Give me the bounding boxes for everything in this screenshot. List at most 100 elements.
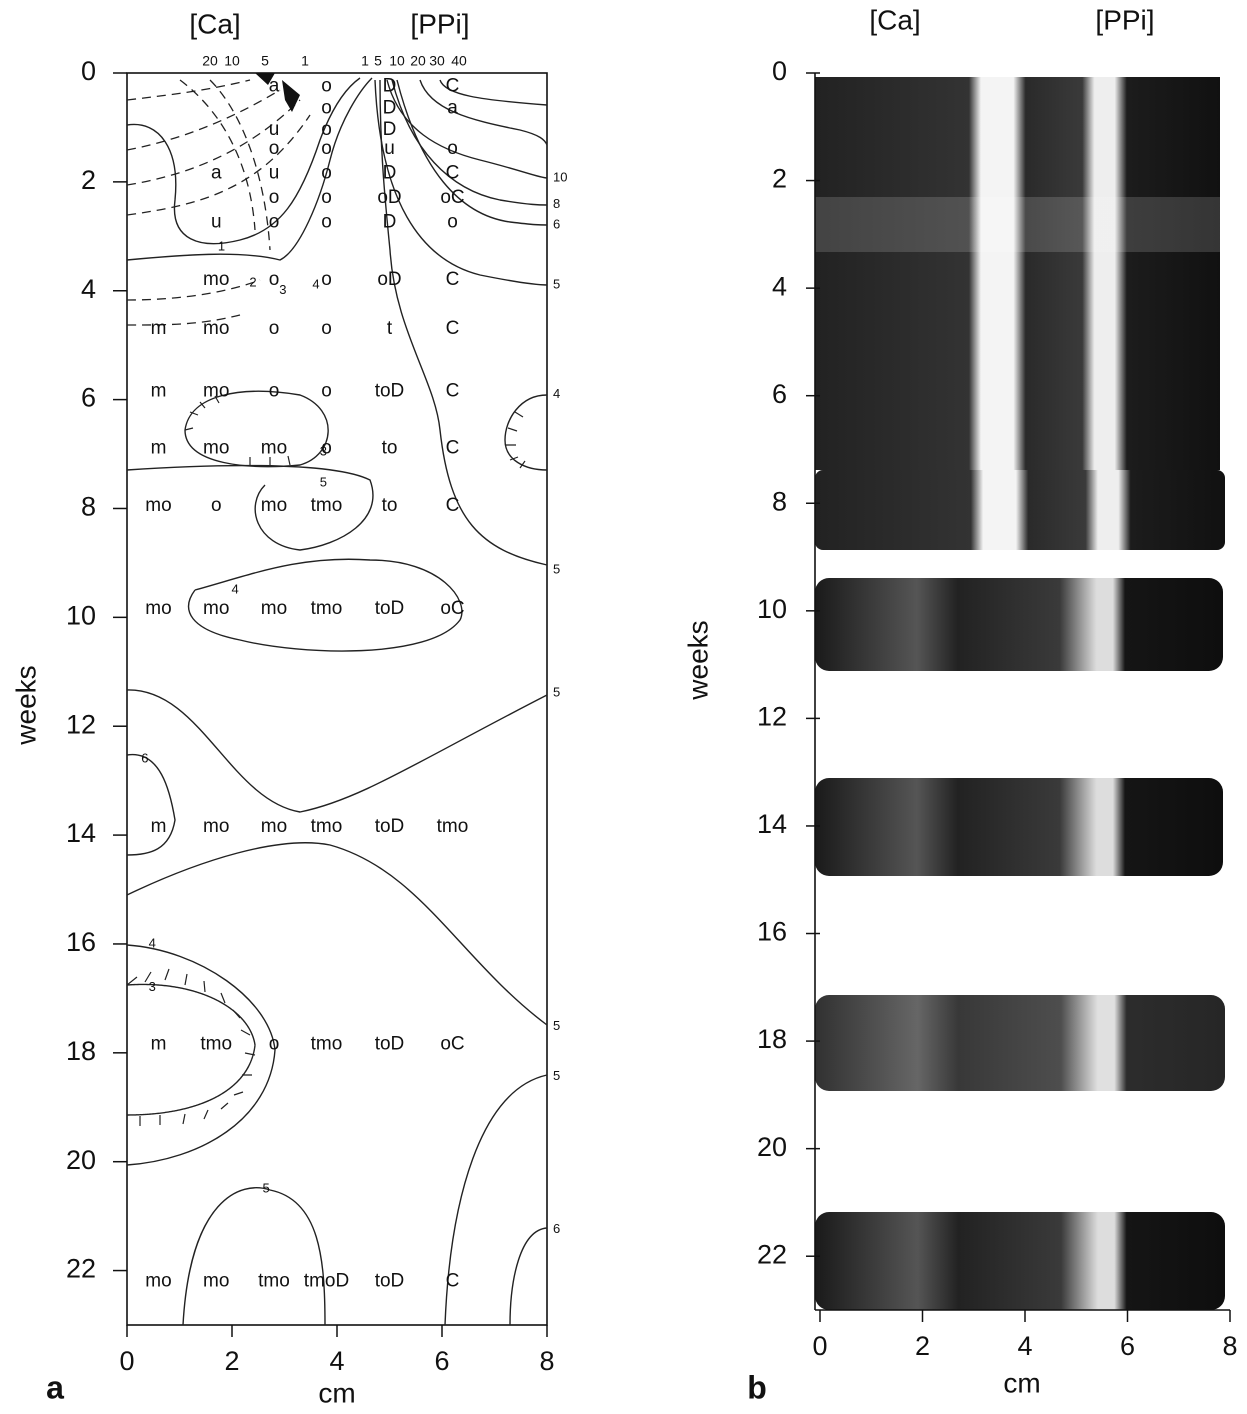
phase-label: mo <box>261 438 287 459</box>
phase-label: C <box>446 269 460 290</box>
contour <box>126 99 301 186</box>
contour-level: 4 <box>232 582 239 597</box>
contour-level: 5 <box>553 277 560 292</box>
photo-strip <box>815 252 1220 300</box>
phase-label: o <box>321 269 332 290</box>
y-tick-label: 8 <box>81 492 96 522</box>
phase-label: a <box>447 97 458 118</box>
phase-label: mo <box>145 598 171 619</box>
phase-label: o <box>321 438 332 459</box>
y-tick-label: 12 <box>66 709 96 739</box>
phase-label: tmo <box>311 816 343 837</box>
contour-level: 10 <box>553 169 567 184</box>
contour <box>126 944 276 1166</box>
phase-label: o <box>321 138 332 159</box>
y-tick-label: 18 <box>757 1024 787 1054</box>
scale-label: 10 <box>224 53 240 69</box>
contours <box>126 72 548 1326</box>
contour <box>187 558 463 652</box>
phase-label: mo <box>203 269 229 290</box>
y-tick-label: 0 <box>772 56 787 86</box>
phase-label: tmo <box>311 598 343 619</box>
contour <box>504 394 548 471</box>
phase-label: o <box>321 318 332 339</box>
photo-strip <box>815 470 1225 550</box>
contour <box>126 77 373 261</box>
photo-strip <box>815 778 1223 876</box>
scale-label: 20 <box>410 53 426 69</box>
y-tick-label: 8 <box>772 486 787 516</box>
x-tick-label: 0 <box>812 1331 827 1361</box>
contour <box>444 1074 548 1326</box>
phase-label: t <box>387 318 393 339</box>
solid-region <box>255 73 300 112</box>
phase-label: D <box>383 97 397 118</box>
phase-label: o <box>269 212 280 233</box>
phase-label: o <box>321 97 332 118</box>
y-tick-label: 18 <box>66 1036 96 1066</box>
y-tick-label: 12 <box>757 702 787 732</box>
phase-label: C <box>446 438 460 459</box>
phase-label: mo <box>261 495 287 516</box>
contour-level: 5 <box>553 684 560 699</box>
phase-label: o <box>321 380 332 401</box>
phase-label: C <box>446 380 460 401</box>
contour-level: 6 <box>553 216 560 231</box>
photo-strip <box>815 355 1220 410</box>
contour <box>391 79 548 206</box>
photo-strip <box>815 167 1220 197</box>
contour <box>126 279 261 301</box>
phase-label: mo <box>203 380 229 401</box>
contour <box>126 79 251 101</box>
contour <box>179 79 256 231</box>
phase-label: tmo <box>311 1034 343 1055</box>
phase-label: u <box>269 119 280 140</box>
phase-label: toD <box>375 1270 405 1291</box>
contour <box>419 79 548 146</box>
contour <box>126 983 256 1116</box>
contour <box>184 390 329 468</box>
phase-label: oC <box>440 598 464 619</box>
phase-label: mo <box>203 438 229 459</box>
phase-label: o <box>321 187 332 208</box>
contour-level: 2 <box>249 275 256 290</box>
contour-level: 4 <box>553 386 560 401</box>
panel-label: a <box>46 1369 64 1405</box>
phase-label: C <box>446 1270 460 1291</box>
phase-label: o <box>269 187 280 208</box>
phase-label: oD <box>377 187 401 208</box>
y-tick-label: 10 <box>757 594 787 624</box>
header-right: [PPi] <box>410 8 469 39</box>
y-tick-label: 2 <box>81 165 96 195</box>
phase-label: mo <box>145 495 171 516</box>
photo-strip <box>815 410 1220 470</box>
y-axis-label: weeks <box>682 620 713 700</box>
photo-strip <box>815 995 1225 1091</box>
x-tick-label: 4 <box>329 1346 344 1376</box>
phase-label: oC <box>440 187 464 208</box>
contour-level: 1 <box>218 239 225 254</box>
x-axis-label: cm <box>1003 1367 1040 1398</box>
photo-strip <box>815 112 1220 137</box>
photo-strip <box>815 77 1220 112</box>
phase-label: mo <box>261 816 287 837</box>
phase-label: m <box>151 816 167 837</box>
contour-level: 5 <box>553 1018 560 1033</box>
phase-label: o <box>269 380 280 401</box>
phase-label: to <box>382 495 398 516</box>
phase-label: tmo <box>258 1270 290 1291</box>
phase-label: toD <box>375 380 405 401</box>
contour-level: 5 <box>320 474 327 489</box>
contour <box>126 464 374 551</box>
y-tick-label: 2 <box>772 164 787 194</box>
photo-strip <box>815 197 1220 252</box>
phase-label: a <box>211 163 222 184</box>
phase-label: u <box>384 138 395 159</box>
y-tick-label: 16 <box>757 917 787 947</box>
contour-level: 4 <box>312 277 319 292</box>
hatching <box>126 395 526 1126</box>
phase-label: mo <box>261 598 287 619</box>
contour <box>379 79 548 566</box>
scale-label: 1 <box>301 53 309 69</box>
